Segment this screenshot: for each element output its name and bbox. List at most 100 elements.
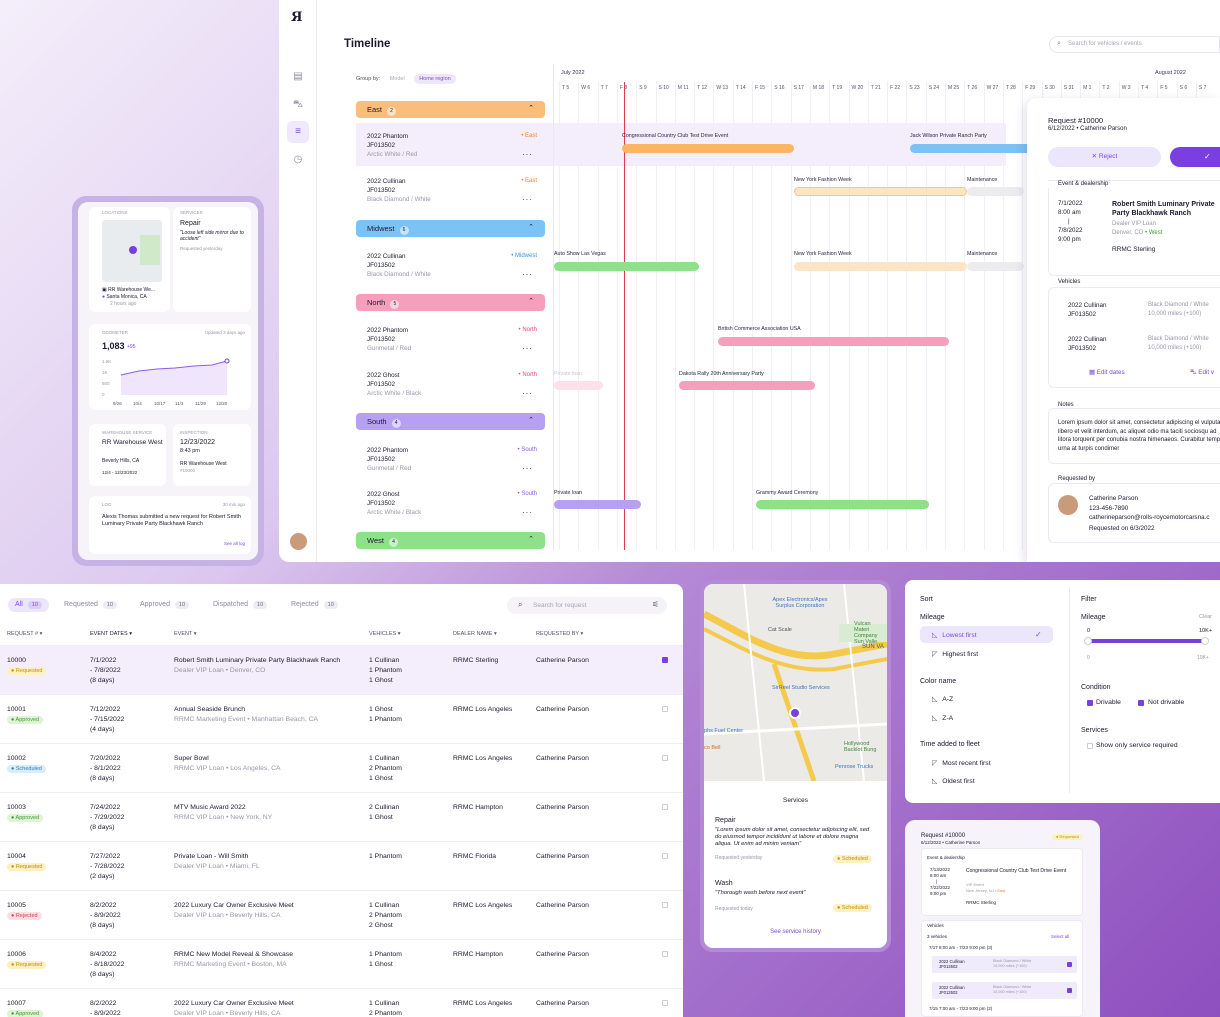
group-north[interactable]: North 5 ⌃ [356, 294, 545, 311]
chevron-up-icon[interactable]: ⌃ [528, 536, 534, 543]
tab-rejected[interactable]: Rejected 10 [291, 601, 338, 609]
search-input[interactable]: ⌕ Search for vehicles / events [1049, 36, 1220, 53]
edit-dates-button[interactable]: ▦ Edit dates [1089, 369, 1125, 376]
car-icon[interactable]: ⛍ [292, 99, 304, 110]
vehicle-row[interactable]: 2022 Ghost JF013502 Arctic White / Black… [367, 372, 537, 398]
clock-icon[interactable]: ◷ [293, 154, 303, 165]
search-input[interactable]: ⌕ Search for request ⚟ [507, 597, 667, 614]
sort-z-a[interactable]: ◺ Z-A [932, 715, 954, 722]
table-row[interactable]: 10004 ● Requested 7/27/2022 - 7/28/2022 … [0, 841, 683, 890]
slider-handle-min[interactable] [1084, 637, 1092, 645]
tab-requested[interactable]: Requested 10 [64, 601, 117, 609]
tab-approved[interactable]: Approved 10 [140, 601, 190, 609]
chevron-up-icon[interactable]: ⌃ [528, 224, 534, 231]
more-icon[interactable]: ··· [522, 150, 533, 159]
more-icon[interactable]: ··· [522, 344, 533, 353]
group-east[interactable]: East 2 ⌃ [356, 101, 545, 118]
col-header[interactable]: REQUEST # ▾ [7, 631, 43, 637]
more-icon[interactable]: ··· [522, 195, 533, 204]
event-bar[interactable] [622, 144, 794, 153]
group-west[interactable]: West 4 ⌃ [356, 532, 545, 549]
vehicle-row[interactable]: 2022 Cullinan JF013502 Black Diamond / W… [367, 178, 537, 204]
vehicle-checkbox[interactable] [1067, 962, 1072, 967]
row-checkbox[interactable] [662, 804, 668, 810]
event-bar[interactable] [794, 187, 967, 196]
table-row[interactable]: 10003 ● Approved 7/24/2022 - 7/29/2022 (… [0, 792, 683, 841]
edit-vehicles-button[interactable]: ⛍ Edit v [1190, 369, 1214, 376]
vehicle-checkbox[interactable] [1067, 988, 1072, 993]
sort-lowest-selected[interactable] [920, 626, 1053, 643]
approve-button[interactable]: ✓ [1170, 147, 1220, 167]
event-bar[interactable] [794, 262, 967, 271]
sort-a-z[interactable]: ◺ A-Z [932, 696, 954, 703]
table-row[interactable]: 10001 ● Approved 7/12/2022 - 7/15/2022 (… [0, 694, 683, 743]
row-checkbox[interactable] [662, 853, 668, 859]
sort-highest-first[interactable]: ◸ Highest first [932, 651, 979, 658]
see-all-log-link[interactable]: See all log [223, 541, 245, 546]
event-bar[interactable] [718, 337, 949, 346]
col-header[interactable]: REQUESTED BY ▾ [536, 631, 584, 637]
select-all-link[interactable]: Select all [1051, 934, 1070, 939]
mini-vehicle-item[interactable]: 2022 Cullinan JF013502 Black Diamond / Wh… [932, 956, 1077, 973]
vehicle-row[interactable]: 2022 Cullinan JF013502 Black Diamond / W… [367, 253, 537, 279]
maintenance-bar[interactable] [967, 262, 1024, 271]
col-header[interactable]: EVENT ▾ [174, 631, 197, 637]
filter-icon[interactable]: ⚟ [651, 600, 659, 609]
vehicle-row[interactable]: 2022 Phantom JF013502 Gunmetal / Red • N… [367, 327, 537, 353]
mini-vehicle-item[interactable]: 2022 Cullinan JF013502 Black Diamond / Wh… [932, 982, 1077, 999]
sort-most-recent[interactable]: ◸ Most recent first [932, 760, 991, 767]
drivable-checkbox[interactable] [1087, 700, 1093, 706]
document-icon[interactable]: ▤ [293, 71, 303, 82]
more-icon[interactable]: ··· [522, 389, 533, 398]
row-checkbox[interactable] [662, 902, 668, 908]
map-pin-icon[interactable] [789, 707, 801, 719]
tab-all[interactable]: All 10 [8, 598, 49, 612]
not-drivable-checkbox[interactable] [1138, 700, 1144, 706]
service-required-checkbox[interactable] [1087, 743, 1093, 749]
more-icon[interactable]: ··· [522, 464, 533, 473]
clear-button[interactable]: Clear [1199, 614, 1213, 620]
vehicle-row[interactable]: 2022 Ghost JF013502 Arctic White / Black… [367, 491, 537, 517]
avatar[interactable] [290, 533, 307, 550]
inspection-tile[interactable]: INSPECTION 12/23/2022 8:43 pm RR Warehou… [173, 424, 251, 486]
tab-dispatched[interactable]: Dispatched 10 [213, 601, 268, 609]
row-checkbox[interactable] [662, 951, 668, 957]
table-row[interactable]: 10002 ● Scheduled 7/20/2022 - 8/1/2022 (… [0, 743, 683, 792]
vehicle-item[interactable]: 2022 Cullinan JF013502 [1068, 302, 1107, 318]
table-row[interactable]: 10007 ● Approved 8/2/2022 - 8/9/2022 202… [0, 988, 683, 1017]
slider-handle-max[interactable] [1201, 637, 1209, 645]
event-bar[interactable] [554, 381, 603, 390]
timeline-icon[interactable]: ≡ [287, 121, 309, 143]
chevron-up-icon[interactable]: ⌃ [528, 417, 534, 424]
group-by-model[interactable]: Model [389, 76, 405, 82]
table-row[interactable]: 10000 ● Requested 7/1/2022 - 7/8/2022 (8… [0, 645, 683, 694]
row-checkbox[interactable] [662, 1000, 668, 1006]
chevron-up-icon[interactable]: ⌃ [528, 105, 534, 112]
reject-button[interactable]: ✕ Reject [1048, 147, 1161, 167]
group-south[interactable]: South 4 ⌃ [356, 413, 545, 430]
row-checkbox[interactable] [662, 657, 668, 663]
group-by-region[interactable]: Home region [414, 74, 456, 84]
mileage-range-slider[interactable] [1087, 639, 1207, 643]
vehicle-row[interactable]: 2022 Phantom JF013502 Gunmetal / Red • S… [367, 447, 537, 473]
event-bar[interactable] [756, 500, 929, 509]
more-icon[interactable]: ··· [522, 508, 533, 517]
event-bar[interactable] [554, 500, 641, 509]
event-bar[interactable] [554, 262, 699, 271]
sort-oldest[interactable]: ◺ Oldest first [932, 778, 975, 785]
table-row[interactable]: 10005 ● Rejected 8/2/2022 - 8/9/2022 (8 … [0, 890, 683, 939]
more-icon[interactable]: ··· [522, 270, 533, 279]
row-checkbox[interactable] [662, 755, 668, 761]
col-header[interactable]: VEHICLES ▾ [369, 631, 401, 637]
col-header[interactable]: DEALER NAME ▾ [453, 631, 497, 637]
maintenance-bar[interactable] [967, 187, 1024, 196]
warehouse-tile[interactable]: WAREHOUSE SERVICE RR Warehouse West Beve… [89, 424, 166, 486]
sort-lowest-first[interactable]: ◺ Lowest first [932, 632, 977, 639]
locations-tile[interactable]: LOCATIONS ▣ RR Warehouse We... ● Santa M… [89, 207, 170, 312]
event-bar[interactable] [910, 144, 1040, 153]
vehicle-row[interactable]: 2022 Phantom JF013502 Arctic White / Red… [367, 133, 537, 159]
vehicle-item[interactable]: 2022 Cullinan JF013502 [1068, 336, 1107, 352]
row-checkbox[interactable] [662, 706, 668, 712]
chevron-up-icon[interactable]: ⌃ [528, 298, 534, 305]
group-midwest[interactable]: Midwest 6 ⌃ [356, 220, 545, 237]
